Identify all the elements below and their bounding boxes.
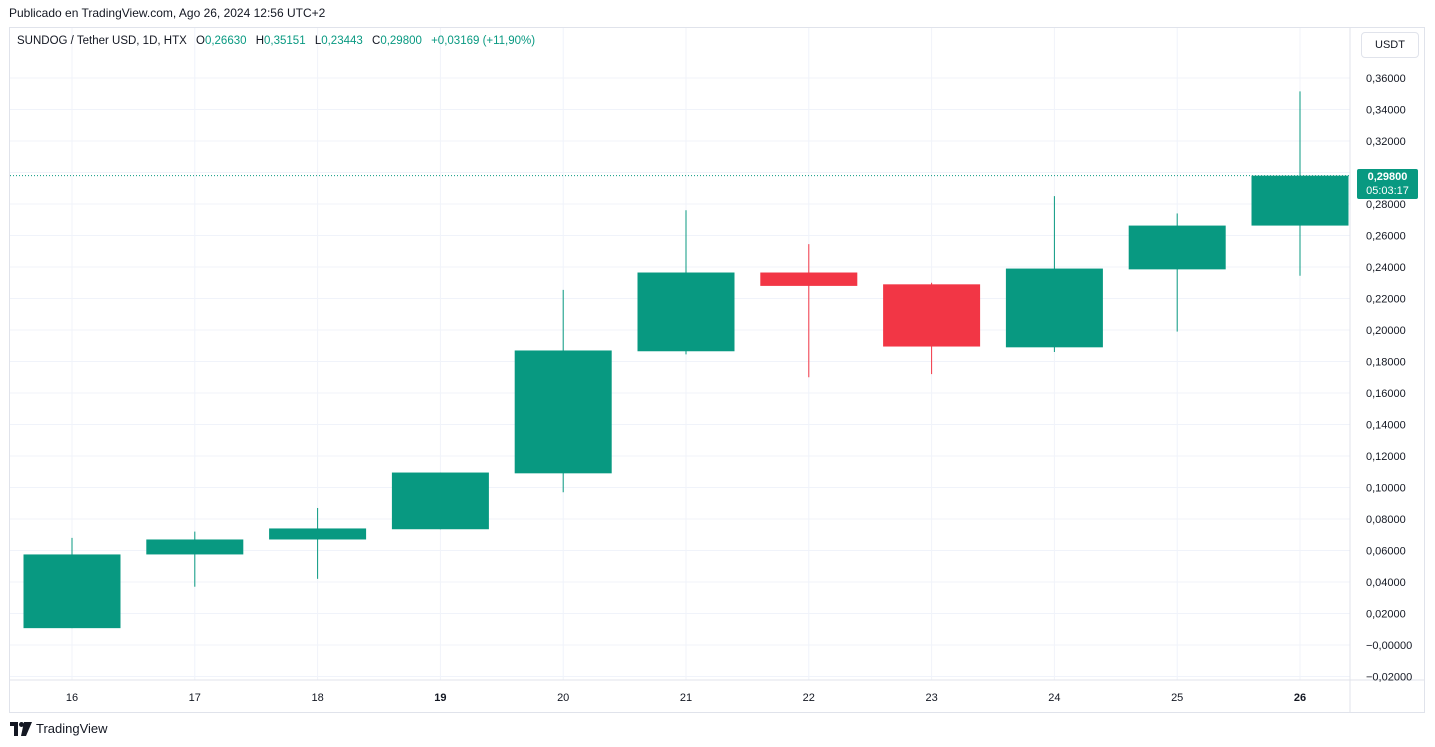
candle bbox=[1128, 213, 1226, 332]
candle bbox=[514, 289, 612, 493]
last-price-tag: 0,29800 05:03:17 bbox=[1357, 169, 1418, 199]
y-tick-label: 0,08000 bbox=[1366, 514, 1406, 526]
footer-brand[interactable]: TradingView bbox=[10, 721, 108, 736]
x-tick-label: 26 bbox=[1294, 692, 1306, 704]
y-tick-label: 0,28000 bbox=[1366, 199, 1406, 211]
change-value: +0,03169 (+11,90%) bbox=[431, 35, 536, 47]
grid-lines bbox=[10, 28, 1424, 712]
candle bbox=[1251, 91, 1349, 276]
candle-body bbox=[1128, 225, 1226, 270]
open-value: 0,26630 bbox=[204, 35, 247, 47]
high-value: 0,35151 bbox=[264, 35, 306, 47]
candle-body bbox=[883, 284, 981, 347]
candle bbox=[637, 210, 735, 355]
candle bbox=[269, 507, 367, 579]
candle bbox=[391, 472, 489, 530]
low-value: 0,23443 bbox=[321, 35, 363, 47]
brand-name: TradingView bbox=[36, 721, 108, 736]
x-tick-label: 23 bbox=[925, 692, 937, 704]
high-label: H bbox=[255, 35, 265, 47]
x-tick-label: 18 bbox=[311, 692, 323, 704]
candle-body bbox=[391, 472, 489, 530]
y-tick-label: 0,32000 bbox=[1366, 136, 1406, 148]
price-axis: 0,360000,340000,320000,300000,280000,260… bbox=[1366, 73, 1412, 684]
close-value: 0,29800 bbox=[380, 35, 422, 47]
chart-frame bbox=[9, 27, 1425, 713]
y-tick-label: 0,24000 bbox=[1366, 262, 1406, 274]
countdown-timer: 05:03:17 bbox=[1366, 185, 1409, 197]
y-tick-label: 0,12000 bbox=[1366, 451, 1406, 463]
candle-body bbox=[514, 350, 612, 474]
candle-body bbox=[637, 272, 735, 352]
candle bbox=[1005, 196, 1103, 353]
symbol-label: SUNDOG / Tether USD, 1D, HTX bbox=[17, 35, 187, 47]
y-tick-label: 0,06000 bbox=[1366, 546, 1406, 558]
x-tick-label: 16 bbox=[66, 692, 78, 704]
low-label: L bbox=[314, 35, 322, 47]
time-axis: 16 17 18 19 20 21 22 23 24 25 26 bbox=[66, 692, 1306, 704]
candle bbox=[23, 537, 121, 629]
candles bbox=[23, 91, 1349, 629]
y-tick-label: 0,02000 bbox=[1366, 609, 1406, 621]
y-tick-label: 0,14000 bbox=[1366, 420, 1406, 432]
y-tick-label: 0,34000 bbox=[1366, 105, 1406, 117]
symbol-legend: SUNDOG / Tether USD, 1D, HTX O0,26630 H0… bbox=[17, 35, 535, 47]
candle-body bbox=[146, 539, 244, 555]
open-label: O bbox=[195, 35, 205, 47]
x-tick-label: 20 bbox=[557, 692, 569, 704]
y-tick-label: 0,22000 bbox=[1366, 294, 1406, 306]
y-tick-label: 0,18000 bbox=[1366, 357, 1406, 369]
y-tick-label: 0,20000 bbox=[1366, 325, 1406, 337]
candle bbox=[760, 244, 858, 378]
x-tick-label: 17 bbox=[189, 692, 201, 704]
candle-body bbox=[1005, 268, 1103, 348]
x-tick-label: 21 bbox=[680, 692, 692, 704]
x-tick-label: 24 bbox=[1048, 692, 1060, 704]
candle-body bbox=[23, 554, 121, 629]
y-tick-label: 0,26000 bbox=[1366, 231, 1406, 243]
candle bbox=[146, 531, 244, 587]
y-tick-label: −0,00000 bbox=[1366, 640, 1412, 652]
x-tick-label: 19 bbox=[434, 692, 446, 704]
tradingview-logo-icon bbox=[10, 721, 32, 736]
y-tick-label: −0,02000 bbox=[1366, 672, 1412, 684]
y-tick-label: 0,36000 bbox=[1366, 73, 1406, 85]
candle-body bbox=[1251, 175, 1349, 226]
x-tick-label: 22 bbox=[803, 692, 815, 704]
candle-body bbox=[269, 528, 367, 540]
candle bbox=[883, 282, 981, 375]
last-price-value: 0,29800 bbox=[1367, 171, 1408, 183]
candle-body bbox=[760, 272, 858, 286]
y-tick-label: 0,16000 bbox=[1366, 388, 1406, 400]
x-tick-label: 25 bbox=[1171, 692, 1183, 704]
close-label: C bbox=[372, 35, 381, 47]
y-tick-label: 0,04000 bbox=[1366, 577, 1406, 589]
y-tick-label: 0,10000 bbox=[1366, 483, 1406, 495]
published-header: Publicado en TradingView.com, Ago 26, 20… bbox=[9, 6, 326, 20]
currency-button[interactable]: USDT bbox=[1361, 32, 1419, 58]
